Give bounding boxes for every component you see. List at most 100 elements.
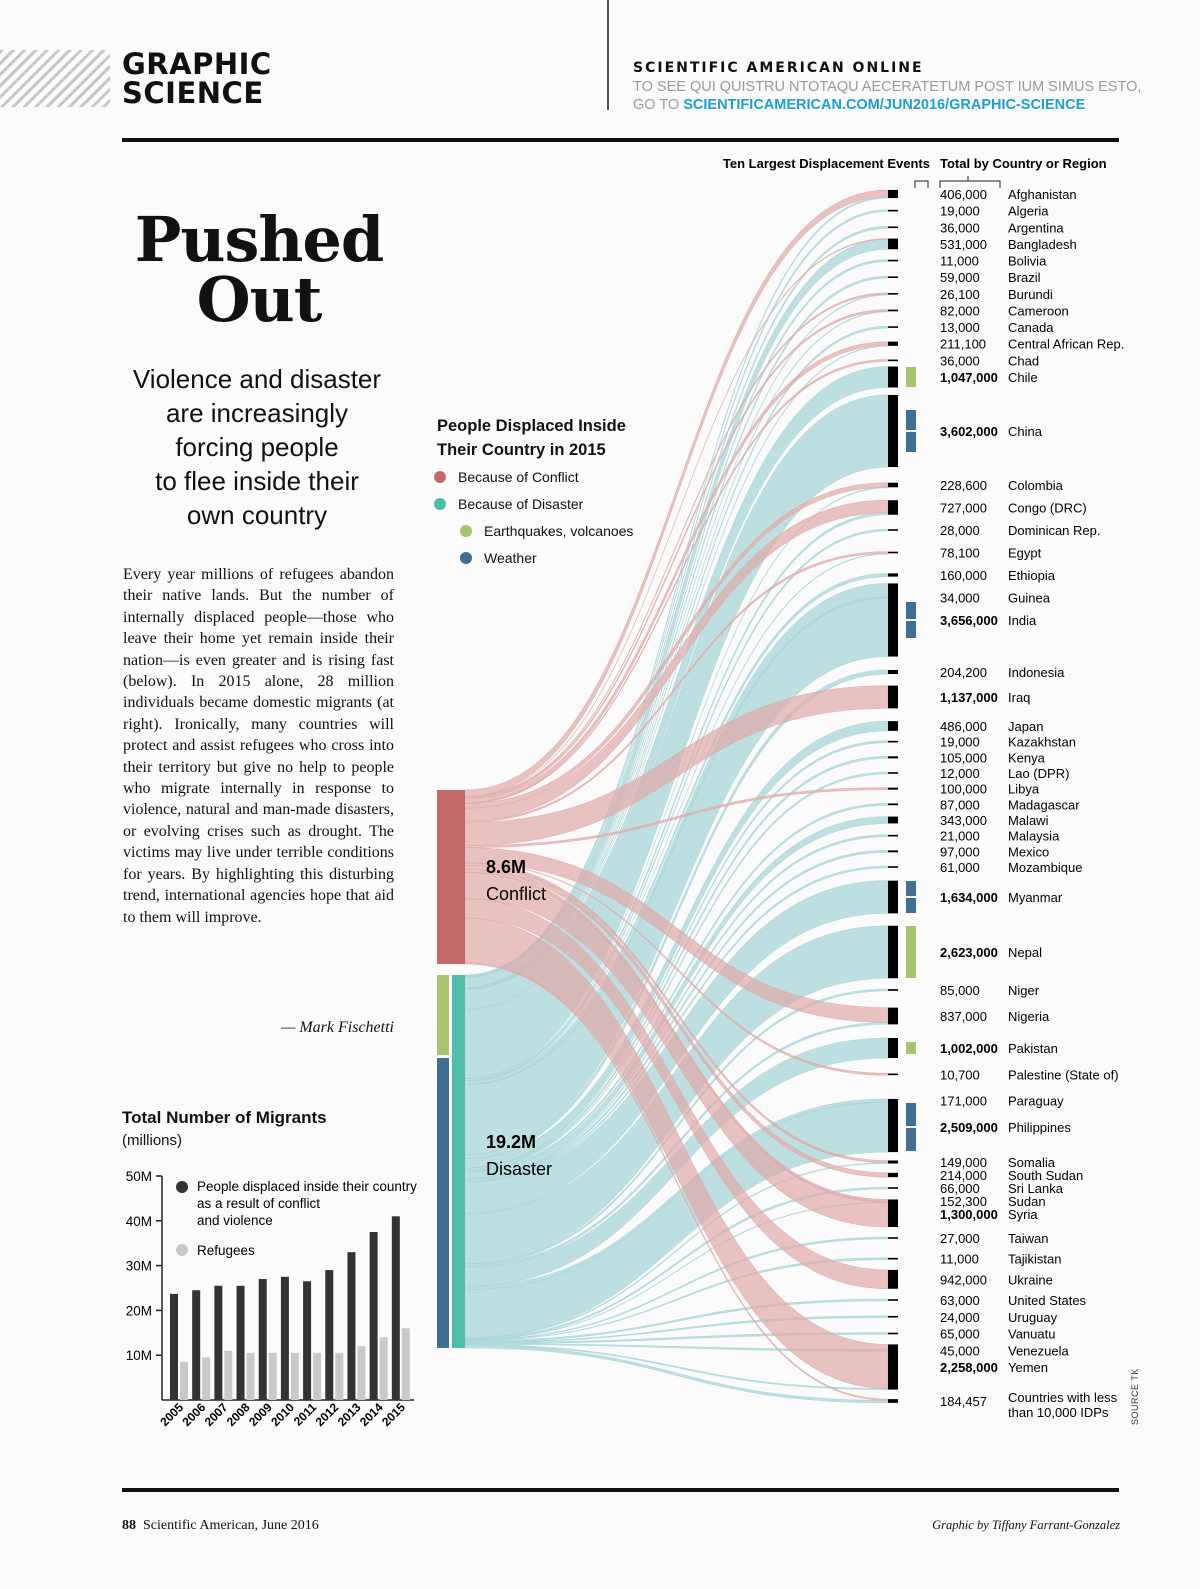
country-total: 10,700 bbox=[940, 1067, 980, 1082]
bar-refugees bbox=[202, 1357, 211, 1400]
country-node bbox=[888, 787, 898, 790]
event-bar-weather bbox=[906, 898, 916, 913]
legend-item-weather: Weather bbox=[460, 550, 537, 566]
bar-idp bbox=[347, 1252, 356, 1400]
section-title: GRAPHIC SCIENCE bbox=[122, 50, 272, 108]
country-node bbox=[888, 834, 898, 837]
flow-disaster bbox=[464, 583, 889, 1156]
country-name: Indonesia bbox=[1008, 665, 1065, 680]
country-total: 2,509,000 bbox=[940, 1120, 998, 1135]
event-bar-earthquake bbox=[906, 367, 916, 387]
legend-title-line-1: People Displaced Inside bbox=[437, 417, 626, 435]
bar-x-tick-label: 2005 bbox=[157, 1400, 186, 1429]
bottom-rule bbox=[122, 1488, 1119, 1492]
country-name: Mexico bbox=[1008, 844, 1049, 859]
country-name: Countries with less than 10,000 IDPs bbox=[1008, 1390, 1118, 1420]
bar-y-tick-label: 40M bbox=[126, 1214, 152, 1229]
country-total: 97,000 bbox=[940, 844, 980, 859]
flow-disaster bbox=[464, 1257, 889, 1342]
country-node bbox=[888, 238, 898, 250]
country-name: Afghanistan bbox=[1008, 187, 1077, 202]
event-bar-earthquake bbox=[906, 1042, 916, 1054]
country-total: 36,000 bbox=[940, 220, 980, 235]
country-total: 184,457 bbox=[940, 1394, 987, 1409]
country-name: Cameroon bbox=[1008, 303, 1069, 318]
bar-x-tick-label: 2011 bbox=[291, 1400, 320, 1429]
country-node bbox=[888, 226, 898, 229]
country-total: 214,000 bbox=[940, 1168, 987, 1183]
country-node bbox=[888, 880, 898, 914]
country-name: Uruguay bbox=[1008, 1310, 1058, 1325]
country-name: Nepal bbox=[1008, 945, 1042, 960]
event-bar-weather bbox=[906, 602, 916, 619]
country-node bbox=[888, 816, 898, 824]
bar-idp bbox=[214, 1285, 223, 1400]
column-bracket-totals bbox=[939, 176, 1001, 188]
page-number: 88 bbox=[122, 1518, 136, 1533]
online-link[interactable]: SCIENTIFICAMERICAN.COM/JUN2016/GRAPHIC-S… bbox=[683, 97, 1086, 113]
header-divider bbox=[607, 0, 609, 110]
country-total: 36,000 bbox=[940, 353, 980, 368]
dek-line-2: are increasingly bbox=[165, 398, 349, 428]
column-bracket-events bbox=[914, 180, 929, 188]
country-name: South Sudan bbox=[1008, 1168, 1083, 1183]
country-name: Ukraine bbox=[1008, 1272, 1053, 1287]
event-bar-weather bbox=[906, 1128, 916, 1151]
country-total: 531,000 bbox=[940, 237, 987, 252]
flow-disaster bbox=[464, 1298, 889, 1343]
bar-refugees bbox=[401, 1328, 410, 1400]
bar-idp bbox=[303, 1281, 312, 1400]
publication: Scientific American, June 2016 bbox=[143, 1518, 319, 1533]
online-title: SCIENTIFIC AMERICAN ONLINE bbox=[633, 60, 924, 76]
headline-line-1: Pushed bbox=[134, 203, 384, 276]
bar-refugees bbox=[335, 1352, 344, 1400]
legend-label-earthquake: Earthquakes, volcanoes bbox=[484, 523, 634, 539]
country-node bbox=[888, 1073, 898, 1076]
country-total: 3,656,000 bbox=[940, 613, 998, 628]
legend-dot-disaster bbox=[434, 498, 446, 510]
country-node bbox=[888, 573, 898, 577]
country-total: 149,000 bbox=[940, 1155, 987, 1170]
country-name: Central African Rep. bbox=[1008, 337, 1124, 352]
country-node bbox=[888, 394, 898, 468]
country-node bbox=[888, 1160, 898, 1164]
country-total: 211,100 bbox=[940, 337, 986, 352]
country-node bbox=[888, 925, 898, 979]
country-total: 66,000 bbox=[940, 1181, 980, 1196]
legend-label-weather: Weather bbox=[484, 550, 537, 566]
legend-label-disaster: Because of Disaster bbox=[458, 496, 584, 512]
country-node bbox=[888, 1399, 898, 1403]
country-node bbox=[888, 989, 898, 991]
country-total: 27,000 bbox=[940, 1231, 980, 1246]
flow-disaster bbox=[464, 988, 889, 1266]
country-node bbox=[888, 551, 898, 554]
sankey-flows bbox=[464, 189, 889, 1404]
country-total: 228,600 bbox=[940, 478, 987, 493]
flow-disaster bbox=[464, 865, 889, 1183]
bar-legend-dot-idp bbox=[176, 1181, 188, 1193]
country-total: 160,000 bbox=[940, 568, 987, 583]
country-total: 78,100 bbox=[940, 546, 980, 561]
bar-idp bbox=[325, 1270, 334, 1400]
column-header-totals: Total by Country or Region bbox=[940, 156, 1107, 171]
country-node bbox=[888, 366, 898, 388]
country-name: Somalia bbox=[1008, 1155, 1056, 1170]
bar-x-tick-label: 2009 bbox=[246, 1400, 275, 1429]
bar-refugees bbox=[290, 1352, 299, 1400]
flow-disaster bbox=[464, 1236, 889, 1341]
legend-item-conflict: Because of Conflict bbox=[434, 469, 579, 485]
country-name: India bbox=[1008, 613, 1037, 628]
bar-legend-label-refugees: Refugees bbox=[197, 1243, 255, 1258]
legend-label-conflict: Because of Conflict bbox=[458, 469, 579, 485]
bar-legend-line: as a result of conflict bbox=[197, 1196, 320, 1211]
country-node bbox=[888, 1332, 898, 1335]
country-node bbox=[888, 740, 898, 743]
online-link-line: GO TO SCIENTIFICAMERICAN.COM/JUN2016/GRA… bbox=[633, 97, 1085, 113]
flow-disaster bbox=[464, 310, 889, 990]
country-node bbox=[888, 803, 898, 806]
bar-idp bbox=[280, 1276, 289, 1400]
country-node bbox=[888, 669, 898, 675]
byline: — Mark Fischetti bbox=[281, 1019, 394, 1036]
country-node bbox=[888, 1007, 898, 1025]
